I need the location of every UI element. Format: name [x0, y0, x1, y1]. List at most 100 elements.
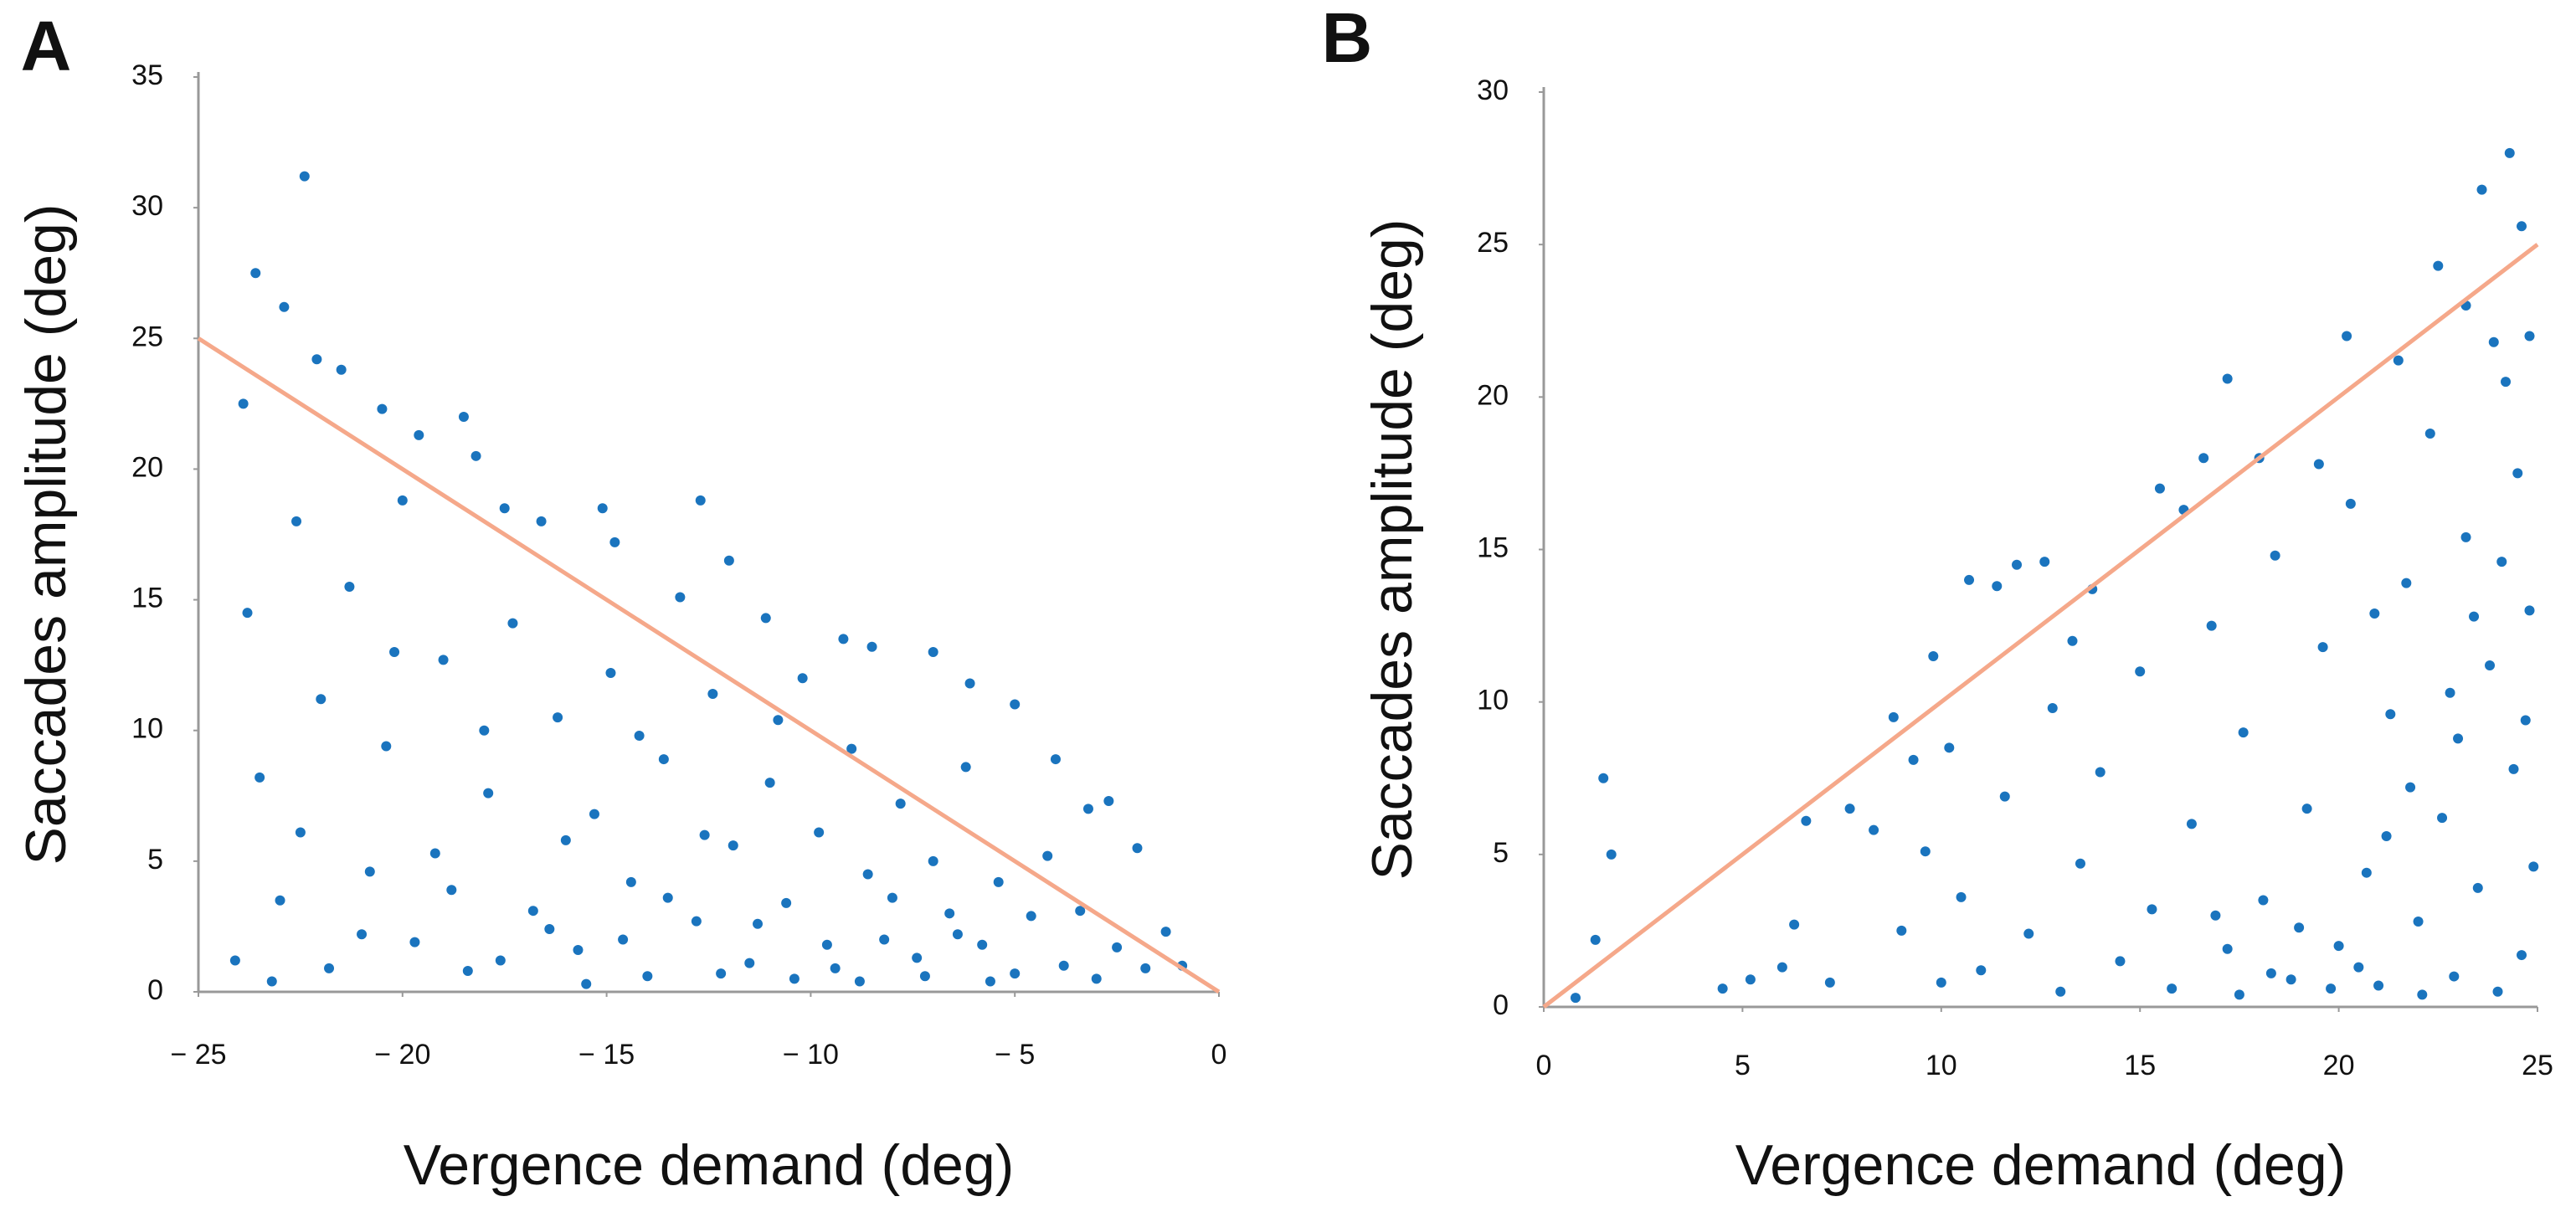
point: [2265, 968, 2276, 978]
point: [1590, 934, 1601, 945]
reference-line: [1542, 243, 2539, 1009]
point: [229, 955, 240, 966]
point: [985, 976, 995, 987]
point: [609, 537, 620, 547]
y-tick-label: 10: [1477, 685, 1509, 716]
point: [1844, 804, 1855, 814]
point: [1606, 849, 1617, 860]
point: [928, 855, 938, 866]
point: [2095, 767, 2106, 778]
point: [605, 668, 616, 679]
point: [944, 908, 955, 919]
x-tick-label: 25: [2522, 1050, 2553, 1081]
point: [238, 398, 249, 409]
point: [2047, 702, 2058, 713]
point: [2524, 605, 2535, 616]
point: [2449, 971, 2460, 982]
point: [446, 885, 457, 896]
point: [2385, 709, 2396, 720]
point: [1824, 977, 1835, 988]
x-tick-label: − 5: [995, 1039, 1035, 1071]
point: [2445, 687, 2455, 698]
point: [409, 937, 420, 947]
y-tick-label: 5: [147, 844, 163, 876]
point: [560, 834, 571, 845]
panel-label: A: [21, 7, 72, 85]
x-tick-label: − 20: [374, 1039, 430, 1071]
point: [2345, 498, 2356, 509]
point: [2492, 986, 2503, 997]
point: [912, 953, 923, 963]
point: [275, 895, 285, 906]
point: [1888, 711, 1899, 722]
point: [536, 516, 547, 526]
point: [2075, 858, 2085, 869]
point: [753, 918, 764, 929]
x-tick-label: 5: [1735, 1050, 1751, 1081]
point: [866, 641, 877, 652]
point: [618, 934, 629, 945]
point: [707, 688, 718, 699]
point: [1920, 846, 1931, 857]
point: [1132, 843, 1143, 854]
y-axis-title: Saccades amplitude (deg): [14, 203, 78, 865]
y-tick-label: 20: [1477, 379, 1509, 411]
point: [695, 495, 706, 506]
point: [2206, 620, 2217, 631]
point: [1570, 993, 1581, 1004]
y-tick-label: 0: [147, 974, 163, 1006]
point: [2258, 895, 2269, 906]
x-tick-label: 15: [2124, 1050, 2156, 1081]
point: [1010, 699, 1021, 710]
point: [2342, 331, 2352, 341]
point: [2294, 922, 2305, 933]
y-axis-title: Saccades amplitude (deg): [1360, 218, 1424, 880]
point: [2055, 986, 2066, 997]
point: [773, 715, 784, 726]
panel-label: B: [1322, 0, 1373, 77]
point: [2433, 260, 2444, 271]
point: [1010, 968, 1021, 979]
point: [2369, 608, 2380, 619]
y-tick-label: 30: [131, 190, 163, 222]
point: [2115, 956, 2126, 967]
y-tick-label: 35: [131, 59, 163, 91]
reference-line: [197, 336, 1221, 994]
point: [344, 581, 355, 592]
point: [462, 966, 473, 977]
point: [414, 429, 424, 440]
point: [744, 958, 755, 968]
point: [2381, 830, 2392, 841]
point: [919, 971, 930, 982]
x-tick-label: 0: [1536, 1050, 1552, 1081]
point: [723, 555, 734, 566]
point: [553, 712, 563, 723]
x-tick-label: − 25: [170, 1039, 226, 1071]
x-tick-label: − 10: [783, 1039, 839, 1071]
point: [699, 829, 710, 840]
point: [483, 788, 494, 798]
point: [2453, 733, 2464, 744]
point: [1075, 906, 1086, 917]
point: [2067, 635, 2078, 646]
point: [797, 673, 808, 684]
point: [814, 827, 825, 838]
y-tick-label: 15: [1477, 531, 1509, 563]
point: [1956, 891, 1967, 902]
point: [1964, 574, 1975, 585]
point: [2517, 221, 2527, 232]
x-tick-label: 0: [1211, 1039, 1227, 1071]
point: [887, 892, 897, 903]
y-tick-label: 0: [1493, 989, 1509, 1021]
point: [2417, 989, 2428, 1000]
point: [895, 798, 906, 809]
point: [2373, 980, 2384, 991]
point: [1058, 960, 1069, 971]
point: [2405, 782, 2416, 793]
point: [2147, 904, 2157, 915]
point: [495, 955, 506, 966]
point: [2496, 557, 2507, 567]
point: [1082, 804, 1093, 814]
